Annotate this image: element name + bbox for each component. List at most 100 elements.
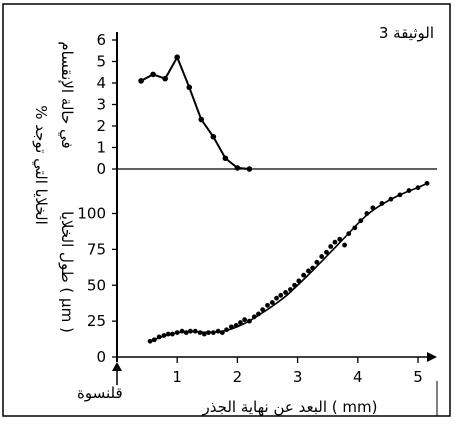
cell-length-point: [332, 239, 338, 245]
cell-length-point: [388, 196, 394, 202]
x-tick-label: 2: [233, 368, 243, 386]
cell-length-point: [283, 290, 288, 295]
top-y-tick-label: 4: [96, 74, 106, 92]
cell-length-point: [256, 311, 261, 317]
cell-length-point: [228, 324, 234, 330]
cell-length-point: [352, 225, 358, 231]
cell-length-point: [397, 192, 403, 198]
x-tick-label: 3: [293, 368, 303, 386]
cell-length-series: [147, 180, 430, 344]
top-y-tick-label: 2: [96, 117, 106, 135]
dividing-cells-point: [246, 166, 253, 172]
bottom-y-tick-label: 25: [87, 312, 106, 330]
cell-length-point: [278, 292, 284, 298]
cell-length-point: [183, 330, 189, 336]
top-y-tick-label: 0: [96, 160, 106, 178]
cell-length-point: [292, 282, 297, 288]
dividing-cells-line: [140, 54, 250, 170]
top-y-tick-label: 3: [96, 96, 106, 114]
top-y-tick-label: 1: [96, 139, 106, 157]
cell-length-point: [201, 331, 207, 337]
cell-length-point: [324, 249, 329, 255]
cell-length-point: [156, 334, 162, 340]
cell-length-point: [192, 328, 198, 334]
document-label: الوثيقة 3: [379, 24, 434, 42]
dividing-cells-point: [174, 54, 180, 60]
x-axis-ticks: 1 2 3 4 5: [172, 357, 423, 386]
x-origin-label: قلنسوة: [77, 384, 123, 402]
top-y-tick-label: 5: [96, 53, 106, 71]
x-tick-label: 5: [413, 368, 423, 386]
cell-length-point: [242, 317, 248, 323]
cell-length-point: [346, 231, 352, 236]
cell-length-point: [358, 218, 364, 224]
cell-length-point: [188, 328, 193, 334]
x-tick-label: 4: [353, 368, 363, 386]
cell-length-point: [296, 278, 302, 284]
cell-length-point: [210, 330, 216, 336]
dividing-cells-series: [138, 54, 253, 172]
dividing-cells-point: [186, 84, 193, 91]
top-y-tick-label: 6: [96, 31, 106, 49]
cell-length-point: [328, 244, 334, 249]
x-tick-label: 1: [172, 368, 182, 386]
cell-length-point: [151, 337, 157, 343]
cell-length-point: [179, 328, 185, 334]
figure-border: [2, 3, 451, 417]
cell-length-point: [364, 211, 370, 216]
cell-length-point: [306, 268, 311, 274]
cell-length-point: [238, 320, 243, 325]
cell-length-point: [251, 314, 257, 320]
cell-length-curve: [149, 182, 428, 342]
dividing-cells-point: [198, 116, 205, 123]
cell-length-point: [265, 302, 270, 308]
cell-length-point: [147, 338, 153, 344]
cell-length-point: [274, 295, 279, 301]
cell-length-point: [310, 265, 316, 271]
cell-length-point: [215, 328, 221, 334]
bottom-y-tick-label: 75: [87, 240, 106, 258]
cell-length-point: [174, 330, 180, 336]
dividing-cells-point: [222, 155, 229, 162]
cell-length-point: [319, 254, 325, 259]
cell-length-point: [269, 300, 275, 305]
origin-arrow-head: [112, 362, 122, 371]
cell-length-point: [197, 330, 203, 336]
top-chart-ticks: 0 1 2 3 4 5 6: [96, 31, 117, 178]
dividing-cells-point: [138, 78, 144, 84]
dividing-cells-point: [150, 71, 156, 78]
cell-length-point: [169, 331, 175, 337]
bottom-y-tick-label: 50: [87, 276, 106, 294]
cell-length-point: [224, 327, 229, 333]
dividing-cells-point: [234, 165, 241, 171]
cell-length-point: [260, 307, 266, 313]
bottom-y-tick-label: 100: [77, 205, 106, 223]
x-axis-arrow: [427, 352, 437, 362]
cell-length-point: [247, 318, 252, 324]
cell-length-point: [165, 331, 171, 337]
cell-length-point: [337, 236, 343, 242]
dividing-cells-point: [162, 75, 168, 82]
cell-length-point: [219, 330, 225, 336]
x-axis-title: البعد عن نهاية الجذر ( mm): [202, 398, 378, 416]
cell-length-point: [287, 287, 293, 292]
bottom-chart-ticks: 0 25 50 75 100: [77, 205, 117, 366]
cell-length-point: [370, 205, 376, 211]
cell-length-point: [424, 180, 430, 186]
bottom-ylabel: طول الخلايا ( μm ): [58, 211, 76, 333]
dividing-cells-point: [210, 133, 217, 140]
cell-length-point: [342, 242, 347, 248]
cell-length-point: [301, 272, 307, 278]
cell-length-point: [314, 259, 320, 265]
top-ylabel-line2: في حالة الإنقسام: [57, 41, 76, 148]
cell-length-point: [406, 188, 412, 193]
cell-length-point: [206, 330, 211, 336]
cell-length-point: [415, 185, 421, 191]
top-ylabel-line1: % الخلايا التي توجد: [31, 105, 50, 225]
cell-length-point: [161, 333, 167, 338]
bottom-y-tick-label: 0: [96, 348, 106, 366]
cell-length-point: [379, 201, 385, 206]
cell-length-point: [233, 323, 239, 328]
